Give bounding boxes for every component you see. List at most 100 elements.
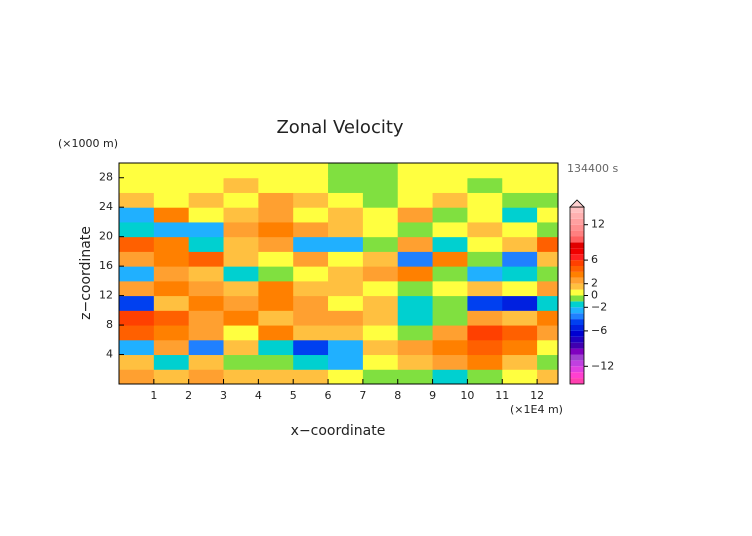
field-cell (397, 221, 434, 238)
field-cell (432, 251, 468, 267)
field-cell (258, 295, 294, 311)
field-cell (258, 177, 294, 193)
field-cell (153, 163, 190, 179)
field-cell (328, 163, 364, 179)
colorbar-bin (570, 313, 584, 320)
field-cell (537, 354, 558, 370)
x-tick-label: 1 (150, 389, 157, 402)
field-cell (223, 339, 259, 356)
field-cell (362, 192, 399, 208)
field-cell (188, 236, 225, 252)
field-cell (188, 369, 225, 384)
field-cell (258, 369, 294, 384)
field-cell (502, 280, 538, 297)
field-cell (119, 207, 155, 223)
field-cell (502, 339, 538, 356)
colorbar-bin (570, 360, 584, 367)
colorbar-tick-label: 12 (591, 218, 605, 231)
field-cell (188, 266, 225, 282)
field-cell (188, 354, 225, 370)
field-cell (362, 354, 399, 370)
field-cell (362, 339, 399, 356)
y-unit: (×1000 m) (58, 137, 118, 150)
field-cell (258, 280, 294, 297)
field-cell (293, 177, 329, 193)
x-tick-label: 5 (290, 389, 297, 402)
field (119, 163, 558, 384)
field-cell (537, 192, 558, 208)
field-cell (328, 295, 364, 311)
field-cell (328, 266, 364, 282)
field-cell (537, 295, 558, 311)
field-cell (502, 177, 538, 193)
field-cell (502, 207, 538, 223)
field-cell (188, 339, 225, 356)
field-cell (119, 236, 155, 252)
field-cell (362, 295, 399, 311)
field-cell (153, 251, 190, 267)
field-cell (223, 295, 259, 311)
field-cell (153, 221, 190, 238)
field-cell (432, 177, 468, 193)
field-cell (537, 221, 558, 238)
field-cell (467, 251, 503, 267)
x-tick-label: 11 (495, 389, 509, 402)
field-cell (153, 177, 190, 193)
x-tick-label: 2 (185, 389, 192, 402)
field-cell (328, 207, 364, 223)
field-cell (258, 163, 294, 179)
colorbar-bin (570, 207, 584, 213)
y-tick-label: 24 (99, 200, 113, 213)
colorbar-bin (570, 283, 584, 290)
field-cell (362, 280, 399, 297)
field-cell (188, 325, 225, 341)
field-cell (119, 325, 155, 341)
field-cell (293, 236, 329, 252)
field-cell (293, 295, 329, 311)
colorbar-tick-label: −2 (591, 300, 607, 313)
colorbar-bin (570, 242, 584, 249)
colorbar-bin (570, 271, 584, 278)
field-cell (432, 295, 468, 311)
field-cell (397, 310, 434, 326)
field-cell (537, 325, 558, 341)
field-cell (223, 192, 259, 208)
field-cell (362, 236, 399, 252)
field-cell (119, 339, 155, 356)
field-cell (397, 236, 434, 252)
field-cell (432, 221, 468, 238)
chart-title: Zonal Velocity (276, 117, 403, 138)
field-cell (293, 369, 329, 384)
field-cell (188, 192, 225, 208)
colorbar-bin (570, 277, 584, 284)
field-cell (328, 354, 364, 370)
field-cell (432, 339, 468, 356)
field-cell (328, 221, 364, 238)
colorbar-bin (570, 366, 584, 373)
x-tick-label: 3 (220, 389, 227, 402)
field-cell (397, 339, 434, 356)
field-cell (362, 325, 399, 341)
field-cell (258, 354, 294, 370)
field-cell (362, 266, 399, 282)
field-cell (362, 251, 399, 267)
field-cell (467, 207, 503, 223)
field-cell (537, 266, 558, 282)
y-tick-label: 8 (106, 318, 113, 331)
field-cell (119, 266, 155, 282)
field-cell (467, 163, 503, 179)
field-cell (467, 354, 503, 370)
field-cell (502, 221, 538, 238)
y-tick-label: 12 (99, 289, 113, 302)
field-cell (153, 325, 190, 341)
field-cell (362, 221, 399, 238)
field-cell (258, 339, 294, 356)
field-cell (502, 192, 538, 208)
field-cell (153, 354, 190, 370)
field-cell (223, 207, 259, 223)
field-cell (432, 280, 468, 297)
field-cell (397, 280, 434, 297)
field-cell (188, 310, 225, 326)
field-cell (502, 310, 538, 326)
